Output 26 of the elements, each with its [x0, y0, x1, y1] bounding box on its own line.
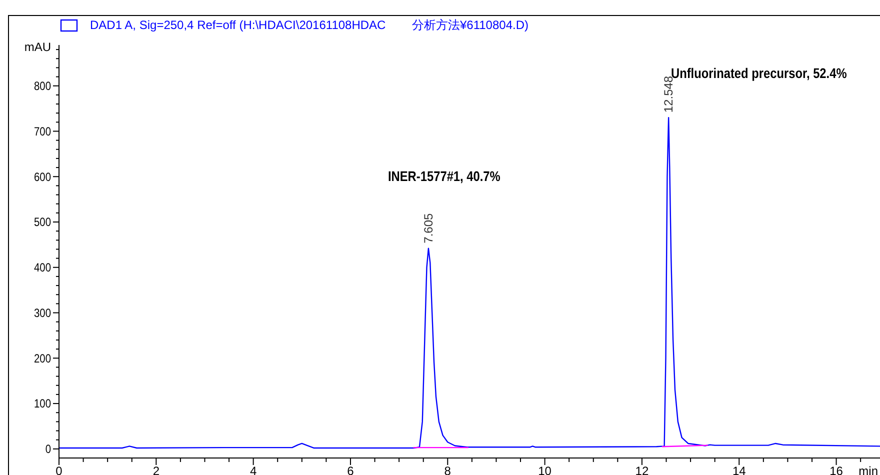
x-tick-label: 0	[56, 464, 63, 475]
y-tick-label: 600	[34, 171, 51, 184]
x-tick-label: 4	[250, 464, 257, 475]
x-tick-label: 10	[538, 464, 552, 475]
x-tick-label: 2	[152, 464, 160, 475]
annotation: Unfluorinated precursor, 52.4%	[671, 65, 848, 82]
y-tick-label: 800	[34, 80, 51, 94]
annotation: 7.605	[421, 212, 436, 244]
y-tick-label: 700	[34, 126, 51, 139]
x-tick-label: 16	[830, 464, 844, 475]
y-axis-title: mAU	[24, 40, 51, 54]
y-tick-label: 300	[34, 307, 51, 320]
x-tick-label: 8	[444, 464, 452, 475]
x-axis-title: min	[858, 464, 878, 475]
x-tick-label: 14	[732, 464, 746, 475]
y-tick-label: 400	[34, 262, 51, 275]
y-tick-label: 0	[45, 443, 51, 456]
x-tick-label: 6	[347, 464, 354, 475]
annotation: INER-1577#1, 40.7%	[388, 168, 501, 184]
y-tick-label: 100	[34, 398, 51, 411]
legend-label: DAD1 A, Sig=250,4 Ref=off (H:\HDACI\20161108HDAC	[90, 18, 386, 32]
y-tick-label: 500	[34, 216, 51, 230]
y-tick-label: 200	[34, 352, 51, 366]
text: 分析方法¥6110804.D)	[412, 18, 528, 32]
x-tick-label: 12	[635, 464, 649, 475]
line-series	[58, 117, 880, 449]
